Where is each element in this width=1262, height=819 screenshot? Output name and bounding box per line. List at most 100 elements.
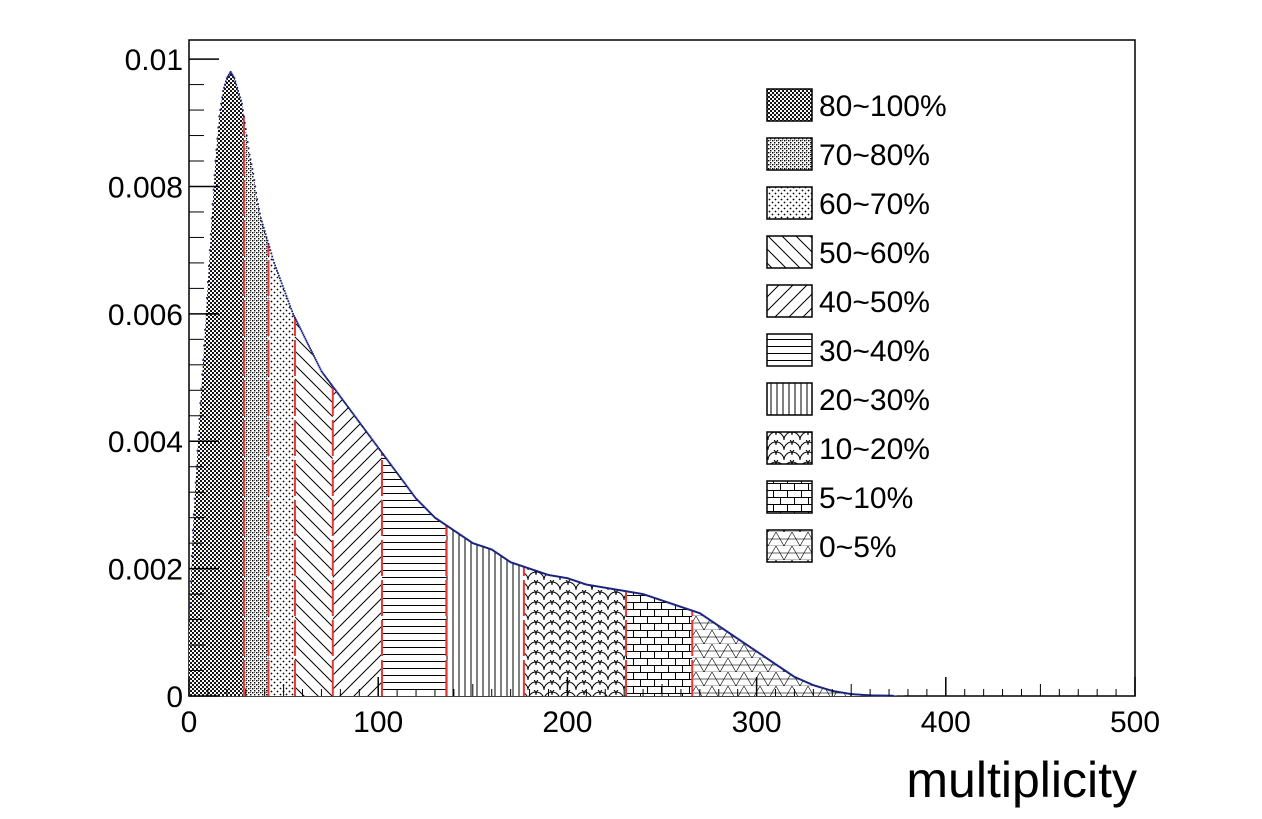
data-point bbox=[807, 682, 810, 684]
data-point bbox=[451, 528, 453, 531]
data-point bbox=[846, 692, 849, 695]
region-6 bbox=[381, 452, 447, 696]
data-point bbox=[498, 553, 501, 556]
data-point bbox=[632, 591, 635, 594]
data-point bbox=[347, 407, 350, 410]
data-point bbox=[487, 547, 489, 550]
data-point bbox=[363, 427, 365, 430]
data-point bbox=[752, 648, 755, 651]
data-point bbox=[412, 493, 415, 496]
data-point bbox=[299, 328, 302, 331]
data-point bbox=[243, 121, 246, 124]
data-point bbox=[621, 589, 624, 592]
data-point bbox=[875, 694, 878, 697]
data-point bbox=[278, 277, 281, 280]
data-point bbox=[777, 665, 780, 667]
legend-swatch bbox=[766, 235, 813, 269]
data-point bbox=[671, 603, 674, 605]
data-point bbox=[533, 569, 536, 572]
data-point bbox=[324, 375, 327, 378]
data-point bbox=[585, 583, 588, 586]
data-point bbox=[814, 684, 817, 687]
data-point bbox=[694, 610, 697, 613]
data-point bbox=[428, 511, 431, 513]
data-point bbox=[397, 473, 399, 476]
data-point bbox=[880, 694, 883, 697]
data-point bbox=[804, 680, 807, 683]
data-point bbox=[848, 692, 851, 695]
data-point bbox=[871, 694, 873, 697]
data-point bbox=[365, 430, 367, 432]
data-point bbox=[704, 616, 707, 618]
data-point bbox=[254, 185, 257, 188]
data-point bbox=[763, 655, 766, 658]
data-point bbox=[304, 337, 307, 340]
data-point bbox=[277, 272, 279, 274]
data-point bbox=[350, 411, 353, 413]
data-point bbox=[674, 604, 677, 606]
data-point bbox=[370, 437, 373, 440]
data-point bbox=[810, 683, 813, 686]
data-point bbox=[208, 249, 211, 252]
data-point bbox=[794, 676, 797, 679]
data-point bbox=[403, 482, 406, 485]
legend-item: 5~10% bbox=[766, 480, 913, 515]
data-point bbox=[644, 593, 646, 596]
data-point bbox=[352, 413, 355, 416]
data-point bbox=[574, 579, 576, 582]
data-point bbox=[316, 362, 319, 365]
data-point bbox=[812, 684, 815, 687]
data-point bbox=[649, 595, 652, 598]
data-point bbox=[223, 86, 225, 89]
data-point bbox=[802, 679, 804, 682]
data-point bbox=[798, 678, 801, 680]
data-point bbox=[732, 634, 734, 637]
data-point bbox=[823, 687, 826, 690]
data-point bbox=[608, 587, 610, 590]
data-point bbox=[713, 621, 715, 624]
data-point bbox=[362, 426, 364, 429]
data-point bbox=[835, 690, 837, 693]
data-point bbox=[417, 500, 420, 503]
data-point bbox=[566, 577, 569, 580]
data-point bbox=[843, 692, 846, 694]
data-point bbox=[601, 586, 604, 589]
data-point bbox=[287, 300, 290, 303]
data-point bbox=[240, 99, 242, 102]
data-point bbox=[623, 590, 626, 592]
data-point bbox=[491, 549, 494, 552]
data-point bbox=[855, 693, 858, 696]
data-point bbox=[879, 694, 882, 697]
data-point bbox=[207, 281, 209, 283]
data-point bbox=[555, 575, 557, 578]
data-point bbox=[873, 694, 875, 697]
data-point bbox=[766, 657, 768, 660]
data-point bbox=[329, 381, 331, 384]
data-point bbox=[388, 462, 391, 464]
data-point bbox=[441, 521, 444, 524]
data-point bbox=[365, 431, 368, 434]
data-point bbox=[820, 686, 823, 689]
data-point bbox=[748, 645, 750, 648]
data-point bbox=[852, 693, 854, 696]
data-point bbox=[813, 684, 816, 687]
data-point bbox=[242, 115, 245, 118]
data-point bbox=[229, 70, 232, 73]
data-point bbox=[611, 588, 614, 590]
data-point bbox=[360, 423, 363, 426]
data-point bbox=[557, 575, 560, 578]
data-point bbox=[541, 572, 544, 574]
data-point bbox=[319, 368, 322, 371]
data-point bbox=[383, 455, 386, 458]
data-point bbox=[295, 318, 297, 321]
data-point bbox=[516, 563, 519, 566]
data-point bbox=[416, 498, 418, 501]
data-point bbox=[593, 585, 596, 587]
data-point bbox=[267, 242, 270, 245]
data-point bbox=[260, 217, 262, 220]
legend-swatch bbox=[766, 186, 813, 220]
data-point bbox=[891, 694, 894, 697]
data-point bbox=[405, 484, 408, 487]
data-point bbox=[270, 252, 273, 255]
